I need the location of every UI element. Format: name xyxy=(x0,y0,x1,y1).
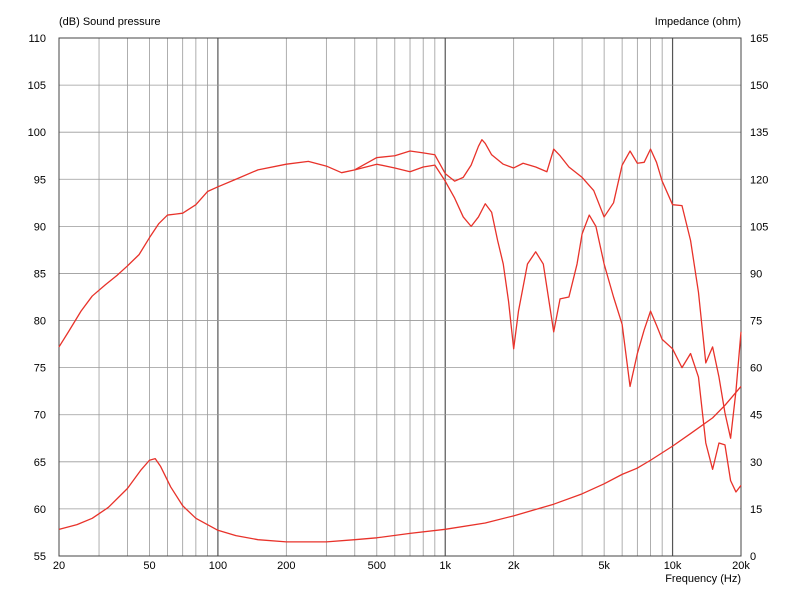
right-axis-title: Impedance (ohm) xyxy=(655,16,741,28)
x-tick-label: 100 xyxy=(209,560,227,572)
x-tick-label: 500 xyxy=(368,560,386,572)
left-axis-title: (dB) Sound pressure xyxy=(59,16,161,28)
x-axis-title: Frequency (Hz) xyxy=(665,573,741,585)
right-y-tick-label: 90 xyxy=(750,268,762,280)
right-y-tick-label: 15 xyxy=(750,504,762,516)
x-tick-label: 1k xyxy=(439,560,451,572)
left-y-tick-label: 85 xyxy=(34,268,46,280)
right-y-tick-label: 105 xyxy=(750,221,768,233)
right-y-tick-label: 135 xyxy=(750,127,768,139)
x-tick-label: 50 xyxy=(143,560,155,572)
left-y-tick-label: 95 xyxy=(34,174,46,186)
left-y-tick-label: 90 xyxy=(34,221,46,233)
left-y-tick-label: 110 xyxy=(28,33,46,45)
left-y-tick-label: 75 xyxy=(34,363,46,375)
left-y-tick-label: 100 xyxy=(28,127,46,139)
right-y-tick-label: 45 xyxy=(750,410,762,422)
left-y-tick-label: 65 xyxy=(34,457,46,469)
x-tick-label: 200 xyxy=(277,560,295,572)
x-tick-label: 20k xyxy=(732,560,750,572)
plot-frame xyxy=(58,37,742,557)
left-y-tick-label: 55 xyxy=(34,551,46,563)
series-line-2 xyxy=(354,163,742,493)
left-y-tick-label: 105 xyxy=(28,80,46,92)
right-y-tick-label: 150 xyxy=(750,80,768,92)
left-y-tick-label: 80 xyxy=(34,316,46,328)
left-y-tick-label: 70 xyxy=(34,410,46,422)
right-y-tick-label: 165 xyxy=(750,33,768,45)
right-y-tick-label: 120 xyxy=(750,174,768,186)
right-y-tick-label: 75 xyxy=(750,316,762,328)
right-y-tick-label: 30 xyxy=(750,457,762,469)
x-tick-label: 20 xyxy=(53,560,65,572)
x-tick-label: 5k xyxy=(598,560,610,572)
x-tick-label: 10k xyxy=(664,560,682,572)
series-line-3 xyxy=(58,386,742,543)
right-y-tick-label: 0 xyxy=(750,551,756,563)
x-tick-label: 2k xyxy=(508,560,520,572)
series-line-1 xyxy=(58,139,742,439)
right-y-tick-label: 60 xyxy=(750,363,762,375)
left-y-tick-label: 60 xyxy=(34,504,46,516)
